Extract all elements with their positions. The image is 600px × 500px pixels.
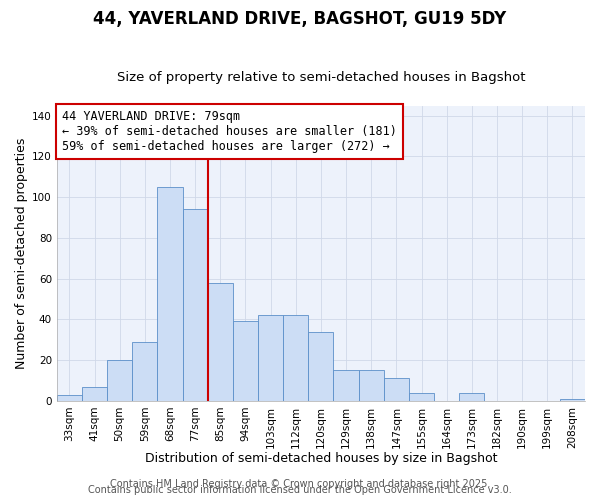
Bar <box>132 342 157 401</box>
Bar <box>308 332 334 401</box>
Bar <box>459 392 484 401</box>
Bar <box>208 282 233 401</box>
Text: 44 YAVERLAND DRIVE: 79sqm
← 39% of semi-detached houses are smaller (181)
59% of: 44 YAVERLAND DRIVE: 79sqm ← 39% of semi-… <box>62 110 397 153</box>
Bar <box>409 392 434 401</box>
Bar <box>107 360 132 401</box>
Bar <box>334 370 359 401</box>
Bar <box>82 386 107 401</box>
Bar <box>258 316 283 401</box>
Bar <box>57 394 82 401</box>
Bar <box>233 322 258 401</box>
Bar <box>283 316 308 401</box>
Bar <box>157 187 182 401</box>
Bar <box>560 399 585 401</box>
Text: 44, YAVERLAND DRIVE, BAGSHOT, GU19 5DY: 44, YAVERLAND DRIVE, BAGSHOT, GU19 5DY <box>94 10 506 28</box>
X-axis label: Distribution of semi-detached houses by size in Bagshot: Distribution of semi-detached houses by … <box>145 452 497 465</box>
Title: Size of property relative to semi-detached houses in Bagshot: Size of property relative to semi-detach… <box>116 70 525 84</box>
Bar <box>359 370 384 401</box>
Bar <box>384 378 409 401</box>
Text: Contains public sector information licensed under the Open Government Licence v3: Contains public sector information licen… <box>88 485 512 495</box>
Bar <box>182 210 208 401</box>
Text: Contains HM Land Registry data © Crown copyright and database right 2025.: Contains HM Land Registry data © Crown c… <box>110 479 490 489</box>
Y-axis label: Number of semi-detached properties: Number of semi-detached properties <box>15 138 28 369</box>
